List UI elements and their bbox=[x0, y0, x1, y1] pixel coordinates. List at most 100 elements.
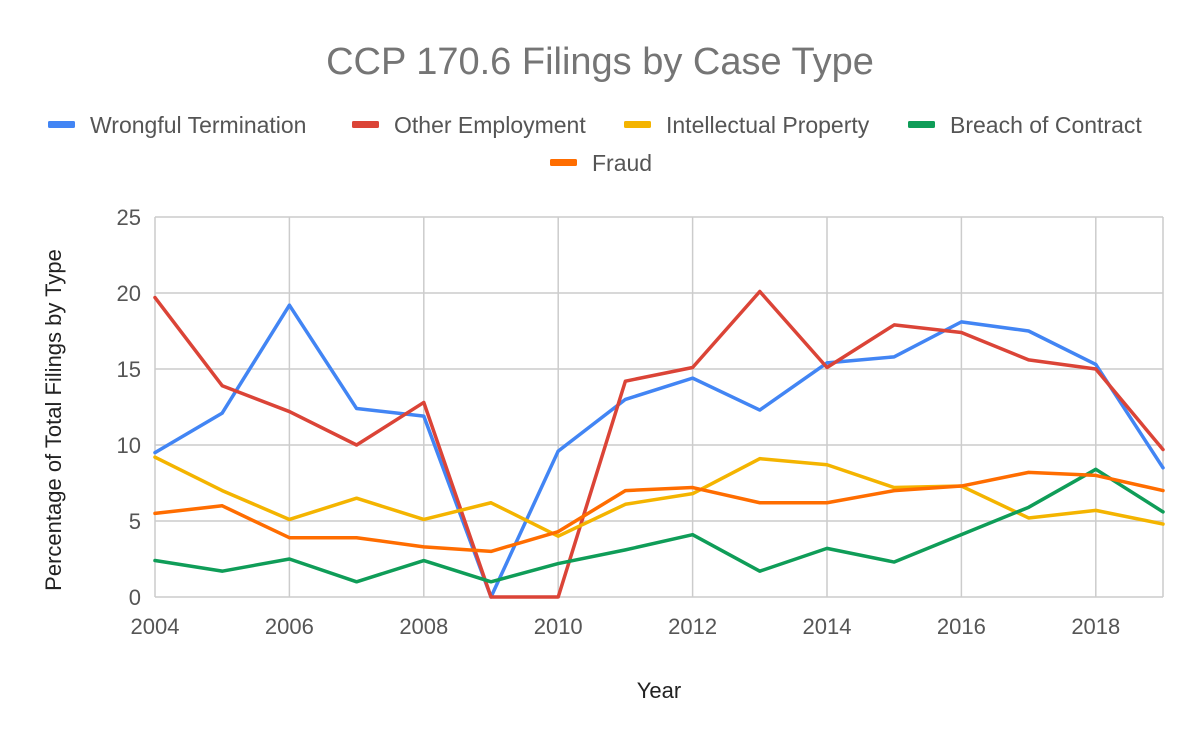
legend-item[interactable]: Other Employment bbox=[352, 112, 586, 138]
series-3 bbox=[153, 467, 1165, 584]
y-axis-ticks: 0 5 10 15 20 25 bbox=[117, 205, 141, 610]
data-point bbox=[556, 530, 560, 534]
series-lines bbox=[153, 289, 1165, 599]
data-point bbox=[1161, 466, 1165, 470]
data-point bbox=[422, 414, 426, 418]
data-point bbox=[1161, 489, 1165, 493]
legend-item[interactable]: Fraud bbox=[550, 150, 652, 176]
x-axis-ticks: 2004 2006 2008 2010 2012 2014 2016 2018 bbox=[131, 614, 1121, 639]
data-point bbox=[623, 397, 627, 401]
data-point bbox=[220, 384, 224, 388]
data-point bbox=[758, 289, 762, 293]
grid bbox=[154, 216, 1164, 598]
x-tick-label: 2010 bbox=[534, 614, 583, 639]
x-tick-label: 2012 bbox=[668, 614, 717, 639]
legend-swatch bbox=[550, 159, 577, 166]
legend-item[interactable]: Wrongful Termination bbox=[48, 112, 306, 138]
data-point bbox=[623, 548, 627, 552]
data-point bbox=[623, 379, 627, 383]
legend-item[interactable]: Intellectual Property bbox=[624, 112, 870, 138]
data-point bbox=[1027, 329, 1031, 333]
data-point bbox=[691, 376, 695, 380]
data-point bbox=[1027, 505, 1031, 509]
data-point bbox=[153, 451, 157, 455]
data-point bbox=[1094, 367, 1098, 371]
y-tick-label: 5 bbox=[129, 509, 141, 534]
legend-swatch bbox=[48, 121, 75, 128]
data-point bbox=[153, 559, 157, 563]
data-point bbox=[825, 365, 829, 369]
legend-swatch bbox=[908, 121, 935, 128]
data-point bbox=[758, 457, 762, 461]
data-point bbox=[153, 296, 157, 300]
data-point bbox=[1094, 362, 1098, 366]
series-0 bbox=[153, 303, 1165, 599]
data-point bbox=[556, 595, 560, 599]
series-line bbox=[153, 303, 1165, 599]
data-point bbox=[758, 501, 762, 505]
data-point bbox=[825, 361, 829, 365]
legend-label: Other Employment bbox=[394, 112, 586, 138]
data-point bbox=[422, 559, 426, 563]
data-point bbox=[153, 511, 157, 515]
data-point bbox=[220, 489, 224, 493]
legend-item[interactable]: Breach of Contract bbox=[908, 112, 1142, 138]
x-tick-label: 2018 bbox=[1071, 614, 1120, 639]
data-point bbox=[1161, 522, 1165, 526]
data-point bbox=[556, 534, 560, 538]
legend-swatch bbox=[624, 121, 651, 128]
data-point bbox=[691, 365, 695, 369]
y-tick-label: 15 bbox=[117, 357, 141, 382]
legend-swatch bbox=[352, 121, 379, 128]
data-point bbox=[1027, 516, 1031, 520]
data-point bbox=[489, 549, 493, 553]
series-line bbox=[153, 470, 1165, 554]
data-point bbox=[892, 486, 896, 490]
data-point bbox=[825, 463, 829, 467]
data-point bbox=[489, 501, 493, 505]
data-point bbox=[422, 400, 426, 404]
data-point bbox=[355, 496, 359, 500]
legend-label: Breach of Contract bbox=[950, 112, 1142, 138]
data-point bbox=[1027, 358, 1031, 362]
data-point bbox=[959, 533, 963, 537]
data-point bbox=[355, 536, 359, 540]
data-point bbox=[623, 489, 627, 493]
x-tick-label: 2006 bbox=[265, 614, 314, 639]
series-2 bbox=[153, 455, 1165, 538]
data-point bbox=[355, 580, 359, 584]
chart-title: CCP 170.6 Filings by Case Type bbox=[326, 41, 874, 83]
legend: Wrongful Termination Other Employment Inte… bbox=[48, 112, 1142, 176]
y-tick-label: 25 bbox=[117, 205, 141, 230]
data-point bbox=[1094, 467, 1098, 471]
data-point bbox=[489, 595, 493, 599]
data-point bbox=[153, 455, 157, 459]
data-point bbox=[287, 536, 291, 540]
data-point bbox=[892, 355, 896, 359]
y-tick-label: 0 bbox=[129, 585, 141, 610]
data-point bbox=[287, 557, 291, 561]
data-point bbox=[287, 410, 291, 414]
data-point bbox=[220, 411, 224, 415]
data-point bbox=[959, 484, 963, 488]
data-point bbox=[691, 486, 695, 490]
x-tick-label: 2008 bbox=[399, 614, 448, 639]
data-point bbox=[1094, 508, 1098, 512]
series-4 bbox=[153, 470, 1165, 554]
data-point bbox=[892, 560, 896, 564]
data-point bbox=[1161, 510, 1165, 514]
data-point bbox=[825, 546, 829, 550]
series-line bbox=[153, 455, 1165, 538]
data-point bbox=[1027, 470, 1031, 474]
data-point bbox=[220, 504, 224, 508]
legend-label: Fraud bbox=[592, 150, 652, 176]
data-point bbox=[220, 569, 224, 573]
data-point bbox=[556, 449, 560, 453]
series-1 bbox=[153, 289, 1165, 599]
x-tick-label: 2014 bbox=[803, 614, 852, 639]
series-line bbox=[153, 467, 1165, 584]
data-point bbox=[1161, 448, 1165, 452]
x-tick-label: 2016 bbox=[937, 614, 986, 639]
x-axis-title: Year bbox=[637, 678, 681, 703]
